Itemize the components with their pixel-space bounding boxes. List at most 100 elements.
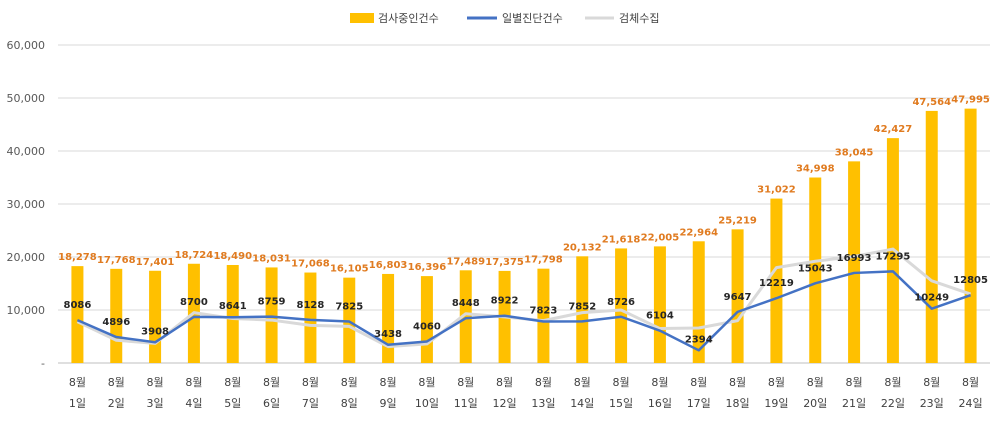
x-tick-label-month: 8월 xyxy=(690,376,707,389)
bar xyxy=(653,246,666,363)
line-series-daily xyxy=(76,270,971,352)
x-tick-label-day: 16일 xyxy=(648,396,672,410)
x-tick-label-month: 8월 xyxy=(224,376,241,389)
y-tick-label: 20,000 xyxy=(7,251,46,264)
x-tick-label-month: 8월 xyxy=(302,376,319,389)
bar-data-label: 31,022 xyxy=(757,185,796,196)
x-tick-label-month: 8월 xyxy=(651,376,668,389)
line-data-label: 4896 xyxy=(102,317,130,328)
line-data-label: 3908 xyxy=(141,326,169,337)
bar-data-label: 17,375 xyxy=(485,257,524,268)
y-tick-label: 60,000 xyxy=(7,39,46,52)
x-tick-label-day: 24일 xyxy=(959,396,983,410)
x-tick-label-day: 19일 xyxy=(764,396,788,410)
line-data-label: 12805 xyxy=(953,275,988,286)
x-tick-label-month: 8월 xyxy=(574,376,591,389)
legend-swatch xyxy=(350,13,374,23)
line-data-label: 8641 xyxy=(219,301,247,312)
x-tick-label-day: 9일 xyxy=(380,396,397,410)
bar-data-label: 16,803 xyxy=(369,260,408,271)
bar-data-label: 20,132 xyxy=(563,242,602,253)
gridlines xyxy=(58,44,990,364)
line-series xyxy=(76,247,972,352)
bar xyxy=(265,267,278,363)
line-data-label: 4060 xyxy=(413,321,441,332)
x-tick-label-day: 17일 xyxy=(687,396,711,410)
x-tick-label-month: 8월 xyxy=(69,376,86,389)
bar-data-label: 17,401 xyxy=(136,257,175,268)
x-tick-label-month: 8월 xyxy=(496,376,513,389)
bar-data-label: 18,490 xyxy=(213,251,252,262)
y-tick-label: 40,000 xyxy=(7,145,46,158)
line-data-label: 8086 xyxy=(63,300,91,311)
y-tick-label: 30,000 xyxy=(7,198,46,211)
legend-label: 검사중인건수 xyxy=(378,12,439,25)
x-tick-label-month: 8월 xyxy=(923,376,940,389)
bar-data-label: 17,798 xyxy=(524,255,563,266)
line-data-label: 8922 xyxy=(491,296,519,307)
x-tick-label-month: 8월 xyxy=(341,376,358,389)
bar-data-label: 18,278 xyxy=(58,252,97,263)
bar xyxy=(382,273,395,363)
bar-data-label: 42,427 xyxy=(874,124,913,135)
bar xyxy=(964,108,977,364)
x-tick-label-day: 21일 xyxy=(842,396,866,410)
x-tick-label-month: 8월 xyxy=(185,376,202,389)
x-tick-label-month: 8월 xyxy=(807,376,824,389)
x-tick-label-month: 8월 xyxy=(768,376,785,389)
legend: 검사중인건수 일별진단건수 검체수집 xyxy=(350,11,659,25)
bar xyxy=(110,268,123,363)
line-data-label: 8759 xyxy=(258,297,286,308)
legend-item-line: 검체수집 xyxy=(585,12,659,25)
line-data-label: 8700 xyxy=(180,297,208,308)
bar-data-label: 16,105 xyxy=(330,264,369,275)
bar-data-label: 34,998 xyxy=(796,164,835,175)
x-tick-label-day: 4일 xyxy=(185,396,202,410)
y-tick-label: 50,000 xyxy=(7,92,46,105)
legend-label: 검체수집 xyxy=(619,12,659,25)
x-tick-label-day: 7일 xyxy=(302,396,319,410)
bar xyxy=(304,272,317,363)
line-data-label: 10249 xyxy=(914,293,949,304)
y-tick-label: - xyxy=(41,357,45,370)
x-tick-label-day: 2일 xyxy=(108,396,125,410)
x-tick-label-month: 8월 xyxy=(147,376,164,389)
x-tick-label-day: 13일 xyxy=(531,396,555,410)
bar xyxy=(459,270,472,363)
x-tick-label-month: 8월 xyxy=(457,376,474,389)
bar xyxy=(420,276,433,363)
bar-data-label: 18,724 xyxy=(175,250,214,261)
bar-data-label: 17,489 xyxy=(446,256,485,267)
x-tick-label-day: 8일 xyxy=(341,396,358,410)
bar xyxy=(770,198,783,363)
bar xyxy=(692,241,705,363)
bar-data-label: 38,045 xyxy=(835,147,874,158)
x-tick-label-day: 23일 xyxy=(920,396,944,410)
line-data-label: 8128 xyxy=(296,300,324,311)
legend-item-bar: 검사중인건수 xyxy=(350,12,439,25)
bar-data-label: 22,964 xyxy=(679,227,718,238)
x-tick-label-month: 8월 xyxy=(613,376,630,389)
line-data-label: 8448 xyxy=(452,298,480,309)
x-tick-label-day: 22일 xyxy=(881,396,905,410)
line-labels: 8086 4896 3908 8700 8641 8759 8128 7825 3438 4060… xyxy=(63,251,988,345)
bar-data-label: 47,995 xyxy=(951,95,990,106)
x-tick-label-day: 10일 xyxy=(415,396,439,410)
x-tick-label-month: 8월 xyxy=(263,376,280,389)
line-data-label: 16993 xyxy=(837,253,872,264)
bar-data-label: 18,031 xyxy=(252,253,291,264)
line-data-label: 2394 xyxy=(685,334,713,345)
bar-data-label: 22,005 xyxy=(641,232,680,243)
x-tick-label-day: 12일 xyxy=(493,396,517,410)
bar xyxy=(809,177,822,363)
x-tick-label-month: 8월 xyxy=(418,376,435,389)
bar-data-label: 21,618 xyxy=(602,234,641,245)
x-tick-label-day: 14일 xyxy=(570,396,594,410)
x-axis: 8월 1일 8월 2일 8월 3일 8월 4일 8월 5일 8월 6일 8월 7일 8월 8일 8월 9일 8월 10… xyxy=(69,376,983,410)
bar xyxy=(615,248,628,363)
bar xyxy=(149,270,162,363)
bar-data-label: 17,068 xyxy=(291,259,330,270)
line-data-label: 17295 xyxy=(876,251,911,262)
x-tick-label-day: 15일 xyxy=(609,396,633,410)
